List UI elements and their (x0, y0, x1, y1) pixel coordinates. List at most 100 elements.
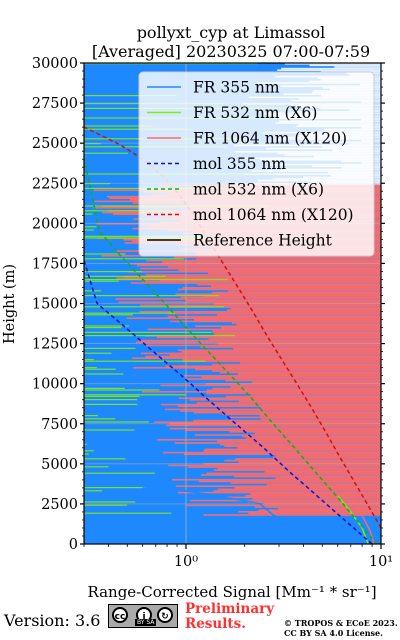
backdrop-trace (160, 384, 381, 387)
backdrop-trace (219, 443, 381, 446)
backdrop-trace (229, 416, 381, 419)
backdrop-trace (278, 507, 381, 510)
backdrop-trace (84, 306, 225, 308)
y-tick-label: 20000 (32, 216, 78, 232)
backdrop-trace (227, 290, 381, 292)
backdrop-trace (84, 359, 94, 361)
share-alike-icon: ↻ (157, 607, 173, 623)
backdrop-trace (246, 437, 381, 439)
backdrop-trace (147, 328, 381, 331)
backdrop-trace (252, 498, 381, 500)
backdrop-trace (183, 375, 381, 377)
copyright-line2: CC BY SA 4.0 License. (284, 628, 383, 638)
backdrop-trace (231, 307, 381, 310)
copyright-line1: © TROPOS & ECoE 2023. (284, 618, 398, 628)
backdrop-trace (230, 386, 381, 388)
cc-license-badge[interactable]: cc i ↻ BY SA (108, 604, 178, 628)
y-tick-label: 25000 (32, 136, 78, 152)
backdrop-trace (237, 373, 381, 375)
backdrop-trace (84, 325, 129, 327)
backdrop-trace (214, 333, 381, 335)
backdrop-trace (273, 456, 381, 459)
backdrop-trace (211, 363, 381, 366)
backdrop-trace (84, 312, 176, 314)
chart-title-line1: pollyxt_cyp at Limassol (137, 23, 326, 42)
backdrop-trace (238, 400, 381, 403)
x-axis-label: Range-Corrected Signal [Mm⁻¹ * sr⁻¹] (87, 583, 376, 600)
backdrop-trace (171, 479, 381, 481)
backdrop-trace (217, 467, 381, 470)
backdrop-trace (211, 291, 381, 294)
backdrop-trace (198, 480, 381, 483)
backdrop-trace (189, 399, 381, 401)
backdrop-trace (177, 491, 381, 494)
backdrop-trace (133, 367, 381, 369)
backdrop-trace (126, 317, 381, 319)
backdrop-trace (84, 453, 89, 455)
backdrop-trace (167, 315, 381, 318)
copyright-notice: © TROPOS & ECoE 2023. CC BY SA 4.0 Licen… (284, 618, 398, 638)
backdrop-trace (84, 279, 228, 281)
backdrop-trace (182, 359, 381, 361)
y-tick-label: 30000 (32, 56, 78, 72)
y-tick-label: 22500 (32, 176, 78, 192)
backdrop-trace (237, 426, 381, 428)
backdrop-trace (248, 501, 381, 503)
backdrop-trace (250, 394, 381, 396)
y-tick-label: 5000 (41, 457, 78, 473)
backdrop-trace (84, 443, 87, 445)
backdrop-trace (138, 339, 381, 342)
backdrop-trace (203, 295, 381, 297)
backdrop-trace (238, 511, 381, 513)
y-tick-label: 0 (69, 537, 78, 553)
backdrop-trace (166, 424, 381, 427)
backdrop-trace (194, 434, 381, 436)
backdrop-trace (84, 258, 184, 260)
backdrop-trace (226, 496, 381, 499)
backdrop-trace (84, 490, 103, 492)
backdrop-trace (84, 421, 149, 423)
backdrop-trace (237, 447, 381, 449)
backdrop-trace (84, 458, 126, 460)
backdrop-trace (196, 402, 381, 404)
backdrop-trace (137, 264, 381, 267)
backdrop-trace (84, 335, 236, 337)
backdrop-trace (183, 453, 381, 455)
backdrop-trace (84, 512, 172, 514)
backdrop-trace (217, 488, 381, 491)
x-tick-label: 10¹ (369, 554, 393, 570)
backdrop-trace (84, 367, 97, 369)
backdrop-trace (275, 477, 381, 479)
backdrop-trace (84, 275, 166, 277)
backdrop-trace (217, 440, 381, 443)
backdrop-trace (177, 349, 381, 351)
backdrop-trace (156, 336, 381, 339)
backdrop-trace (197, 283, 381, 286)
backdrop-trace (142, 391, 381, 393)
backdrop-trace (84, 399, 138, 401)
backdrop-trace (204, 448, 381, 451)
backdrop-trace (84, 229, 94, 231)
backdrop-trace (185, 429, 381, 431)
backdrop-trace (115, 298, 381, 300)
preliminary-line1: Preliminary (185, 601, 275, 617)
legend-label-fr532: FR 532 nm (X6) (193, 104, 317, 122)
backdrop-trace (251, 381, 381, 383)
backdrop-trace (84, 143, 102, 145)
backdrop-trace (84, 429, 135, 431)
backdrop-trace (212, 387, 381, 390)
backdrop-trace (140, 267, 381, 270)
backdrop-trace (193, 411, 381, 414)
backdrop-trace (84, 395, 140, 397)
backdrop-trace (130, 282, 381, 284)
backdrop-trace (181, 351, 381, 353)
backdrop-trace (240, 362, 381, 364)
backdrop-trace (188, 466, 381, 468)
backdrop-trace (178, 405, 381, 407)
x-tick-label: 10⁰ (174, 554, 198, 570)
backdrop-trace (84, 95, 177, 97)
backdrop-trace (140, 352, 381, 355)
legend-box (138, 71, 375, 257)
backdrop-trace (260, 418, 381, 420)
backdrop-trace (145, 355, 381, 358)
